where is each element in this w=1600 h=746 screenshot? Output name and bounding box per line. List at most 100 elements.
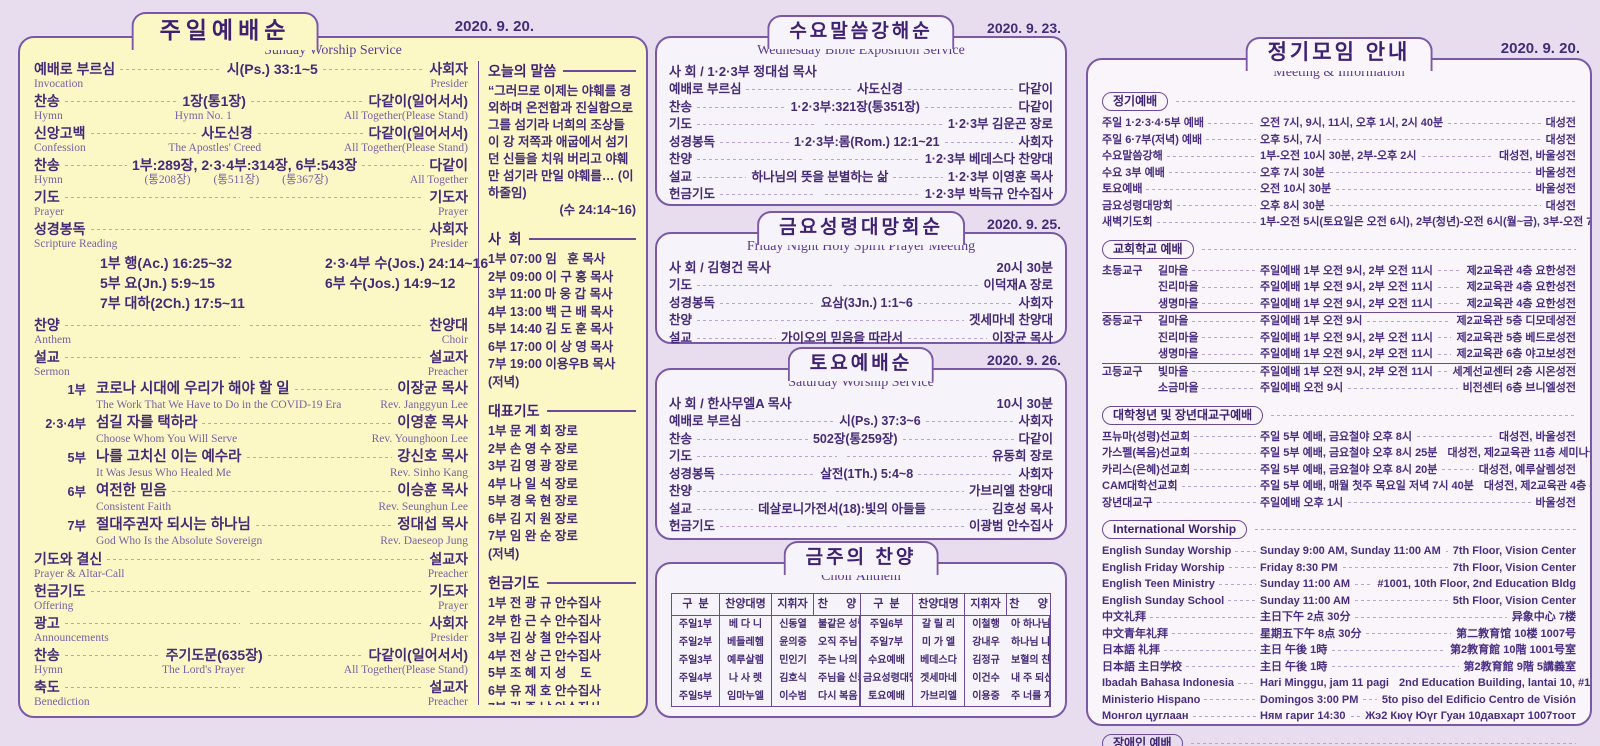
leader-line xyxy=(1156,502,1256,504)
info-row: 토요예배 오전 10시 30분 바울성전 xyxy=(1102,181,1576,198)
choir-anthem-title: 내 주 되신 주를 참 사랑하고 xyxy=(1007,670,1050,688)
info-place: 대성전, 예루살렘성전 xyxy=(1478,463,1576,476)
sermon-part: 1부 xyxy=(67,383,86,397)
info-row: 日本語 主日学校 主日 午後 1時 第2教育館 9階 5講義室 xyxy=(1102,659,1576,676)
leader-line xyxy=(1437,337,1452,339)
info-name: English Teen Ministry xyxy=(1102,578,1215,590)
row-right: 사회자 xyxy=(1018,295,1054,310)
worship-row: 성경봉독 사회자 Scripture Reading Presider xyxy=(34,221,468,251)
info-name: Ministerio Hispano xyxy=(1102,693,1201,706)
info-name-cell: CAM대학선교회 xyxy=(1102,478,1260,495)
friday-title-tab: 금요성령대망회순 xyxy=(757,211,965,245)
leader-line xyxy=(1437,371,1448,373)
row-label: 설교 xyxy=(669,330,693,345)
worship-row-en-line: Anthem Choir xyxy=(34,334,468,347)
section-badge: 교회학교 예배 xyxy=(1102,239,1194,259)
row-center-kr: 1부:289장, 2·3·4부:314장, 6부:543장 xyxy=(131,157,358,173)
leader-line xyxy=(64,623,240,624)
sermon-kr-line: 나를 고치신 이는 예수라 강신호 목사 xyxy=(96,449,468,466)
row-label-en: Scripture Reading xyxy=(34,238,118,250)
prayer-item: 3부 김 영 광 장로 xyxy=(488,459,578,473)
panel-title: 수요말씀강해순 xyxy=(789,20,933,42)
choir-anthem-title: 보혈의 찬송 xyxy=(1007,652,1050,670)
info-time: 1부-오전 10시 30분, 2부-오후 2시 xyxy=(1260,150,1417,162)
leader-line xyxy=(902,438,1014,440)
offering-item: 3부 김 상 철 안수집사 xyxy=(488,631,601,645)
leader-line xyxy=(120,69,222,70)
sunday-worship-panel: 주일예배순 2020. 9. 20. Sunday Worship Servic… xyxy=(18,12,648,718)
info-name-cell: 장년대교구 xyxy=(1102,495,1260,512)
info-name: 진리마을 xyxy=(1158,281,1199,293)
info-row: English Teen Ministry Sunday 11:00 AM #1… xyxy=(1102,576,1576,593)
leader-line xyxy=(1348,387,1458,389)
choir-team: 베들레헴 xyxy=(720,634,772,652)
info-name: 토요예배 xyxy=(1102,183,1143,195)
section-rule xyxy=(1201,248,1576,250)
row-label: 기도 xyxy=(669,278,693,292)
sermon-part: 2·3·4부 xyxy=(45,417,86,431)
leader-line xyxy=(746,421,835,423)
info-place: 异象中心 7楼 xyxy=(1511,611,1576,623)
info-name: English Sunday Worship xyxy=(1102,545,1232,557)
info-row: Ministerio Hispano Domingos 3:00 PM 5to … xyxy=(1102,692,1576,709)
sermon-preacher-en: Rev. Sinho Kang xyxy=(389,467,468,479)
worship-row-en-line: Sermon Preacher xyxy=(34,366,468,379)
row-right-en: All Together(Please Stand) xyxy=(343,664,468,676)
worship-row-kr-line: 기도 기도자 xyxy=(34,189,468,206)
panel-title: 정기모임 안내 xyxy=(1267,41,1411,64)
info-name: English Friday Worship xyxy=(1102,561,1225,574)
service-row: 성경봉독 1·2·3부:롬(Rom.) 12:1~21 사회자 xyxy=(669,134,1053,152)
row-label: 설교 xyxy=(669,169,693,184)
choir-column-header: 찬 양 xyxy=(1007,594,1050,616)
choir-part: 금요성령대망회 xyxy=(861,670,913,688)
sermon-title-kr: 코로나 시대에 우리가 해야 할 일 xyxy=(96,381,290,397)
todays-word-ref: (수 24:14~16) xyxy=(559,203,636,217)
info-place: 2nd Education Building, lantai 10, #1007 xyxy=(1398,677,1590,689)
row-label: 기도 xyxy=(669,117,693,131)
sermon-preacher-en: Rev. Janggyun Lee xyxy=(380,399,468,411)
row-right: 1·2·3부 베데스다 찬양대 xyxy=(924,152,1053,166)
row-label: 예배로 부르심 xyxy=(669,414,742,428)
info-name: 주일 1·2·3·4·5부 예배 xyxy=(1102,117,1204,129)
saturday-order: 사 회 / 한사무엘A 목사 10시 30분 예배로 부르심 시(Ps.) 37… xyxy=(657,391,1065,540)
worship-row-kr-line: 찬양 찬양대 xyxy=(34,317,468,334)
choir-anthem-title: 아 하나님의 은혜로 xyxy=(1007,616,1050,634)
info-row: Ibadah Bahasa Indonesia Hari Minggu, jam… xyxy=(1102,675,1590,692)
info-name: 中文青年礼拜 xyxy=(1102,627,1168,640)
row-right-en: All Together xyxy=(409,174,468,186)
presider-line: 사 회 / 김형건 목사 20시 30분 xyxy=(669,259,1053,277)
worship-row-kr-line: 찬송 1부:289장, 2·3·4부:314장, 6부:543장 다같이 xyxy=(34,157,468,174)
worship-row-en-line: Confession The Apostles' Creed All Toget… xyxy=(34,142,468,155)
leader-line xyxy=(1218,583,1256,585)
sermon-body: 절대주권자 되시는 하나님 정대섭 목사 God Who Is the Abso… xyxy=(96,517,468,548)
worship-row-kr-line: 설교 설교자 xyxy=(34,349,468,366)
reading-col1: 5부 요(Jn.) 5:9~15 xyxy=(100,275,215,291)
info-place: 제2교육관 5층 디모데성전 xyxy=(1456,315,1576,327)
leader-line xyxy=(322,69,425,70)
offering-item: 7부 김 종 남 안수집사 xyxy=(488,700,636,705)
leader-line xyxy=(267,655,364,656)
leader-line xyxy=(1329,205,1541,207)
service-row: 헌금기도 이광범 안수집사 xyxy=(669,518,1053,536)
saturday-date: 2020. 9. 26. xyxy=(987,352,1061,368)
worship-row-en-line: Hymn The Lord's Prayer All Together(Plea… xyxy=(34,664,468,677)
presider-item: 6부 17:00 이 상 영 목사 xyxy=(488,339,614,354)
leader-line xyxy=(697,285,833,287)
info-name: 수요말씀강해 xyxy=(1102,150,1163,162)
meeting-info-date: 2020. 9. 20. xyxy=(1500,40,1580,57)
sermon-row: 5부 나를 고치신 이는 예수라 강신호 목사 It Was Jesus Who… xyxy=(34,449,468,480)
info-row: Монгол цуглаан Ням гариг 14:30 Жэ2 Кюү Ю… xyxy=(1102,708,1576,725)
info-name: 소금마을 xyxy=(1158,382,1199,394)
choir-team: 가브리엘 xyxy=(913,688,965,706)
choir-team: 겟세마네 xyxy=(913,670,965,688)
row-right: 겟세마네 찬양대 xyxy=(969,313,1053,327)
choir-anthem-title: 주 너를 지키리 xyxy=(1007,688,1050,706)
info-place: 5th Floor, Vision Center xyxy=(1452,594,1576,607)
leader-line xyxy=(1421,155,1495,157)
leader-line xyxy=(1168,172,1256,174)
info-name-cell: 새벽기도회 xyxy=(1102,214,1260,231)
info-place: 대성전, 바울성전 xyxy=(1499,150,1576,162)
row-label-kr: 찬송 xyxy=(34,157,60,173)
presider-item: 2부 09:00 이 구 홍 목사 xyxy=(488,269,614,284)
leader-line xyxy=(847,526,965,528)
